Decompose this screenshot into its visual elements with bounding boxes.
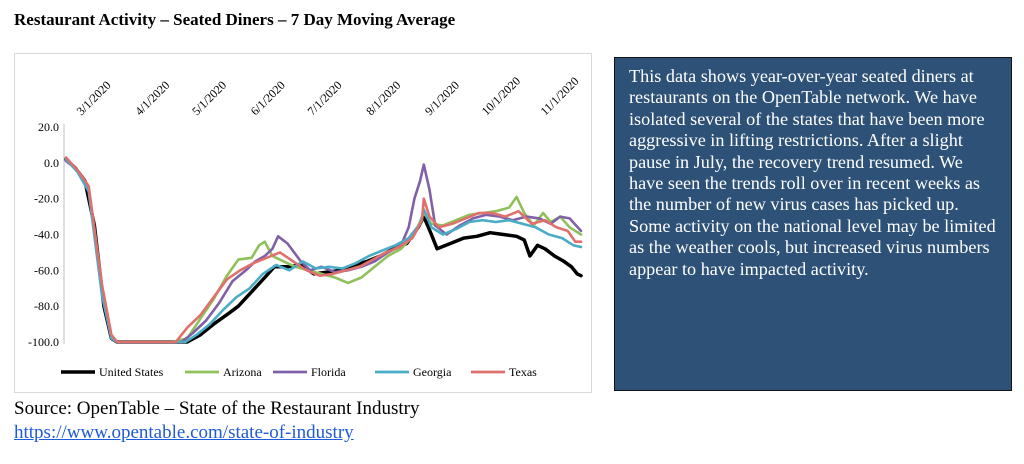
legend-label-florida: Florida (311, 365, 346, 379)
x-tick-label: 11/1/2020 (537, 74, 581, 118)
series-lines (64, 156, 583, 344)
x-tick-label: 6/1/2020 (248, 78, 288, 118)
x-tick-label: 5/1/2020 (189, 78, 229, 118)
x-tick-label: 4/1/2020 (132, 78, 172, 118)
series-line-united-states (64, 157, 583, 344)
legend-label-georgia: Georgia (413, 365, 452, 379)
legend: United States Arizona Florida Georgia Texas (61, 365, 537, 379)
x-tick-label: 10/1/2020 (479, 74, 523, 118)
y-tick-label: -60.0 (34, 263, 59, 277)
y-tick-label: -40.0 (34, 228, 59, 242)
y-tick-label: 20.0 (38, 120, 59, 134)
x-tick-label: 9/1/2020 (422, 78, 462, 118)
series-line-florida (64, 159, 583, 344)
x-tick-label: 3/1/2020 (74, 78, 114, 118)
legend-label-united-states: United States (99, 365, 164, 379)
legend-label-arizona: Arizona (223, 365, 262, 379)
y-tick-label: 0.0 (44, 156, 59, 170)
x-tick-label: 7/1/2020 (305, 78, 345, 118)
legend-label-texas: Texas (509, 365, 537, 379)
line-chart: 20.0 0.0 -20.0 -40.0 -60.0 -80.0 -100.0 3/1/20… (28, 74, 583, 379)
source-link[interactable]: https://www.opentable.com/state-of-indus… (14, 422, 354, 443)
x-axis-ticks: 3/1/2020 4/1/2020 5/1/2020 6/1/2020 7/1/2020… (74, 74, 582, 118)
chart-frame: 20.0 0.0 -20.0 -40.0 -60.0 -80.0 -100.0 3/1/20… (14, 53, 592, 393)
series-line-georgia (64, 158, 583, 344)
y-tick-label: -80.0 (34, 299, 59, 313)
commentary-box: This data shows year-over-year seated di… (614, 57, 1012, 391)
series-line-texas (64, 156, 583, 344)
y-axis-ticks: 20.0 0.0 -20.0 -40.0 -60.0 -80.0 -100.0 (28, 120, 59, 349)
x-tick-label: 8/1/2020 (363, 78, 403, 118)
y-tick-label: -20.0 (34, 192, 59, 206)
series-line-arizona (64, 158, 583, 344)
chart-title: Restaurant Activity – Seated Diners – 7 … (14, 10, 456, 29)
source-text: Source: OpenTable – State of the Restaur… (14, 398, 420, 419)
y-tick-label: -100.0 (28, 335, 59, 349)
commentary-text: This data shows year-over-year seated di… (629, 66, 996, 279)
